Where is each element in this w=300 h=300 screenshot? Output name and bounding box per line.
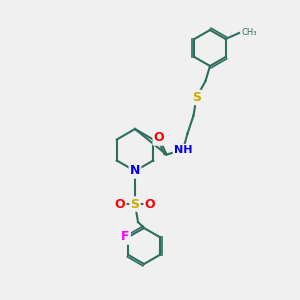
Text: F: F [121, 230, 130, 244]
Text: N: N [130, 164, 140, 178]
Text: O: O [115, 197, 125, 211]
Text: NH: NH [174, 145, 192, 155]
Text: O: O [145, 197, 155, 211]
Text: S: S [192, 91, 201, 104]
Text: O: O [154, 131, 164, 145]
Text: CH₃: CH₃ [241, 28, 257, 37]
Text: S: S [130, 197, 140, 211]
